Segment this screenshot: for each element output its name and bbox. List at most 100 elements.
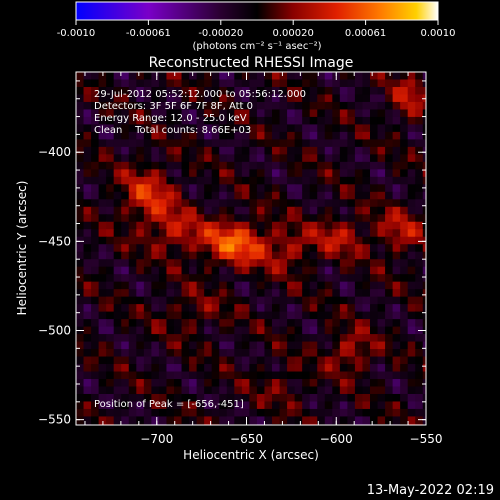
heatmap-cell [347, 349, 356, 358]
heatmap-cell [211, 266, 220, 275]
heatmap-cell [181, 169, 190, 178]
heatmap-cell [128, 229, 137, 238]
heatmap-cell [415, 124, 424, 133]
heatmap-cell [249, 319, 258, 328]
heatmap-cell [196, 131, 205, 140]
heatmap-cell [362, 199, 371, 208]
heatmap-cell [151, 259, 160, 268]
heatmap-cell [196, 364, 205, 373]
heatmap-cell [317, 416, 326, 425]
annotation-time-range: 29-Jul-2012 05:52:12.000 to 05:56:12.000 [94, 89, 306, 100]
heatmap-cell [407, 199, 416, 208]
heatmap-cell [422, 259, 426, 268]
heatmap-cell [309, 72, 318, 81]
heatmap-cell [219, 408, 228, 418]
heatmap-cell [370, 146, 379, 155]
heatmap-cell [332, 244, 341, 253]
heatmap-cell [234, 356, 243, 365]
heatmap-cell [407, 386, 416, 395]
heatmap-cell [324, 334, 333, 343]
heatmap-cell [91, 289, 100, 298]
heatmap-cell [136, 401, 145, 410]
heatmap-cell [151, 371, 160, 380]
heatmap-cell [143, 184, 152, 193]
heatmap-cell [143, 124, 152, 133]
heatmap-cell [128, 408, 137, 418]
heatmap-cell [422, 229, 426, 238]
heatmap-cell [377, 176, 386, 185]
heatmap-cell [106, 124, 115, 133]
heatmap-cell [143, 161, 152, 170]
heatmap-cell [324, 386, 333, 395]
heatmap-cell [309, 169, 318, 178]
heatmap-cell [211, 154, 220, 163]
heatmap-cell [422, 79, 426, 88]
heatmap-cell [166, 401, 175, 410]
heatmap-cell [143, 116, 152, 126]
heatmap-cell [136, 124, 145, 133]
heatmap-cell [189, 221, 198, 230]
heatmap-cell [317, 341, 326, 350]
heatmap-cell [106, 184, 115, 193]
heatmap-cell [174, 94, 183, 103]
heatmap-cell [196, 236, 205, 245]
heatmap-cell [362, 161, 371, 170]
heatmap-cell [309, 109, 318, 118]
heatmap-cell [347, 274, 356, 283]
heatmap-cell [317, 94, 326, 103]
heatmap-cell [362, 423, 371, 425]
heatmap-cell [113, 408, 122, 418]
heatmap-cell [332, 214, 341, 223]
heatmap-cell [121, 319, 130, 328]
heatmap-cell [339, 296, 348, 305]
heatmap-cell [113, 274, 122, 283]
heatmap-cell [324, 101, 333, 111]
heatmap-cell [264, 206, 273, 215]
heatmap-cell [392, 304, 401, 313]
heatmap-cell [339, 386, 348, 395]
heatmap-cell [309, 161, 318, 170]
heatmap-cell [143, 146, 152, 155]
heatmap-cell [98, 379, 107, 388]
heatmap-cell [204, 251, 213, 260]
heatmap-cell [264, 304, 273, 313]
heatmap-cell [121, 184, 130, 193]
heatmap-cell [121, 86, 130, 96]
heatmap-cell [113, 296, 122, 305]
heatmap-cell [128, 341, 137, 350]
heatmap-cell [324, 191, 333, 200]
heatmap-cell [211, 139, 220, 148]
heatmap-cell [347, 94, 356, 103]
heatmap-cell [385, 79, 394, 88]
heatmap-cell [294, 296, 303, 305]
heatmap-cell [189, 281, 198, 290]
x-tick-label: −700 [140, 432, 173, 446]
heatmap-cell [272, 229, 281, 238]
heatmap-cell [294, 401, 303, 410]
heatmap-cell [91, 341, 100, 350]
heatmap-cell [294, 386, 303, 395]
heatmap-cell [354, 266, 364, 275]
heatmap-cell [204, 161, 213, 170]
heatmap-cell [317, 229, 326, 238]
heatmap-cell [143, 244, 152, 253]
heatmap-cell [287, 364, 296, 373]
heatmap-cell [76, 311, 85, 320]
heatmap-cell [400, 244, 409, 253]
heatmap-cell [415, 371, 424, 380]
heatmap-cell [264, 131, 273, 140]
heatmap-cell [196, 408, 205, 418]
heatmap-cell [362, 311, 371, 320]
heatmap-cell [324, 244, 333, 253]
heatmap-cell [204, 266, 213, 275]
heatmap-cell [415, 393, 424, 403]
heatmap-cell [354, 289, 364, 298]
heatmap-cell [128, 184, 137, 193]
heatmap-cell [256, 221, 266, 230]
heatmap-cell [136, 154, 145, 163]
heatmap-cell [226, 304, 235, 313]
heatmap-cell [211, 364, 220, 373]
heatmap-cell [204, 206, 213, 215]
heatmap-cell [287, 176, 296, 185]
heatmap-cell [189, 79, 198, 88]
